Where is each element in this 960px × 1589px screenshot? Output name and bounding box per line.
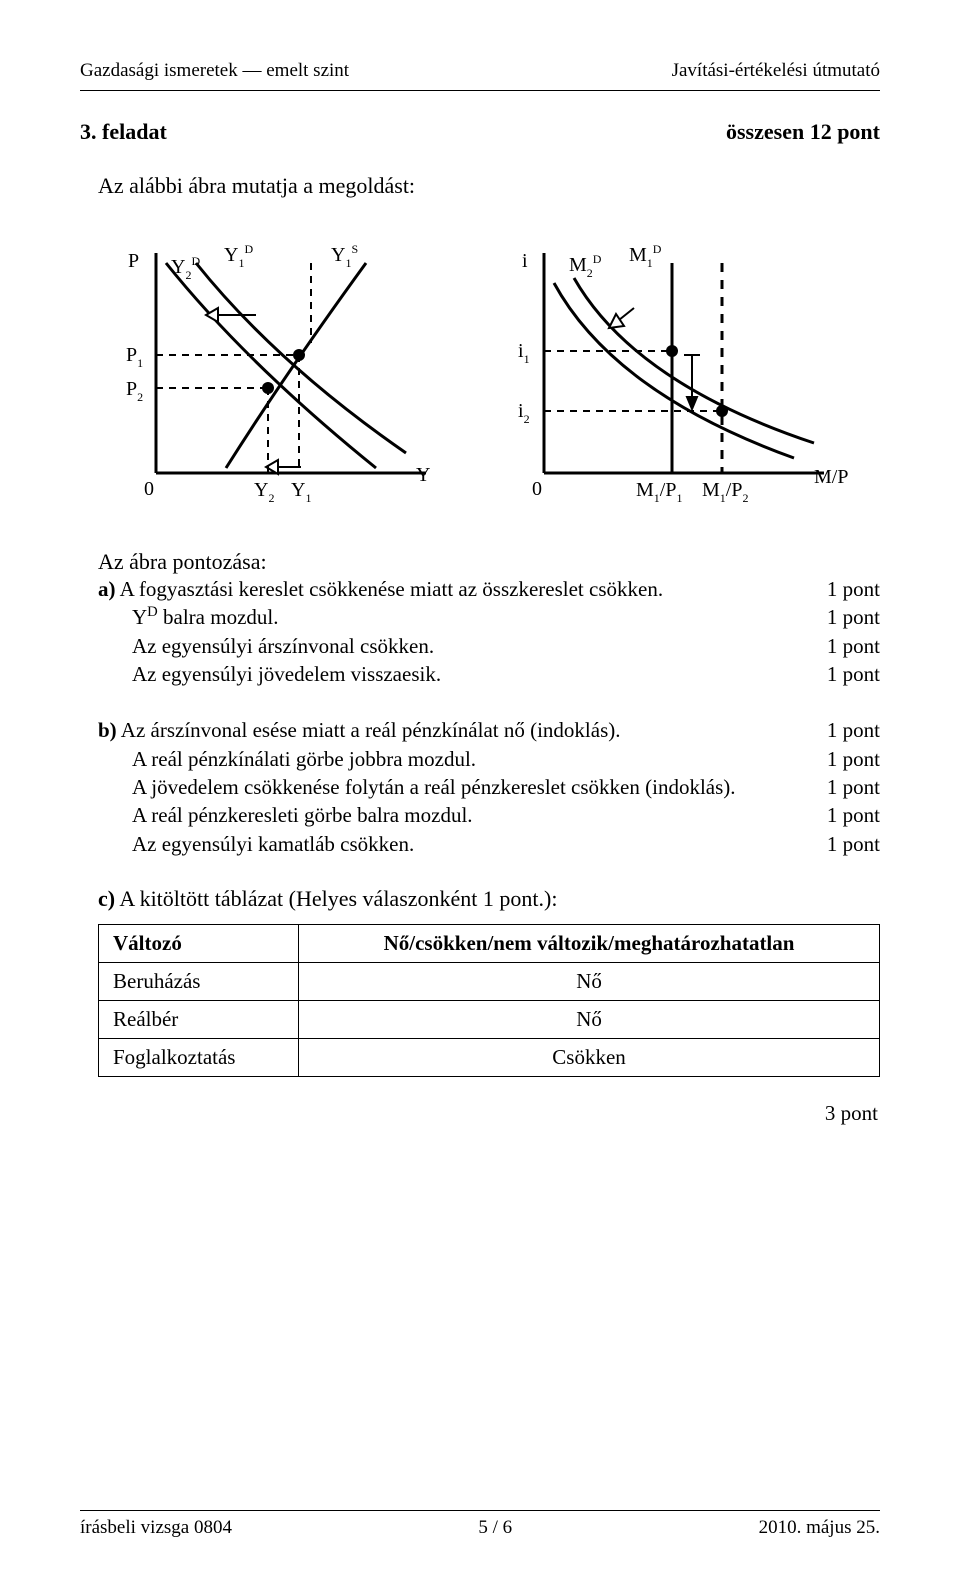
- svg-text:Y1S: Y1S: [331, 242, 358, 270]
- b-pts-1: 1 pont: [827, 745, 880, 773]
- page-footer: írásbeli vizsga 0804 5 / 6 2010. május 2…: [80, 1510, 880, 1539]
- section-c-table: Változó Nő/csökken/nem változik/meghatár…: [98, 924, 880, 1077]
- svg-text:M1/P2: M1/P2: [702, 479, 748, 505]
- section-c-points: 3 pont: [98, 1101, 880, 1126]
- b-row-0: Az árszínvonal esése miatt a reál pénzkí…: [121, 718, 621, 742]
- table-row: Beruházás Nő: [99, 963, 880, 1001]
- header-right: Javítási-értékelési útmutató: [672, 60, 880, 82]
- b-row-3: A reál pénzkeresleti görbe balra mozdul.: [132, 801, 493, 829]
- table-header-cell: Nő/csökken/nem változik/meghatározhatatl…: [299, 925, 880, 963]
- table-row: Foglalkoztatás Csökken: [99, 1039, 880, 1077]
- section-b-row: A reál pénzkeresleti görbe balra mozdul.…: [98, 801, 880, 829]
- table-cell: Nő: [299, 963, 880, 1001]
- section-b-row: A reál pénzkínálati görbe jobbra mozdul.…: [98, 745, 880, 773]
- a-pts-0: 1 pont: [827, 575, 880, 603]
- svg-text:M2D: M2D: [569, 252, 602, 280]
- intro-text: Az alábbi ábra mutatja a megoldást:: [98, 173, 880, 199]
- svg-text:M1D: M1D: [629, 242, 662, 270]
- a-row-1: YD balra mozdul.: [132, 603, 299, 631]
- b-pts-4: 1 pont: [827, 830, 880, 858]
- svg-text:i: i: [522, 250, 528, 272]
- c-intro-text: A kitöltött táblázat (Helyes válaszonkén…: [119, 886, 557, 911]
- b-pts-2: 1 pont: [827, 773, 880, 801]
- b-row-2: A jövedelem csökkenése folytán a reál pé…: [132, 773, 756, 801]
- a-prefix: a): [98, 577, 116, 601]
- page: Gazdasági ismeretek — emelt szint Javítá…: [0, 0, 960, 1589]
- a-row-0: A fogyasztási kereslet csökkenése miatt …: [120, 577, 663, 601]
- table-cell: Reálbér: [99, 1001, 299, 1039]
- a-row-2: Az egyensúlyi árszínvonal csökken.: [132, 632, 454, 660]
- footer-right: 2010. május 25.: [759, 1517, 880, 1539]
- section-a-row: a) A fogyasztási kereslet csökkenése mia…: [98, 575, 880, 603]
- footer-center: 5 / 6: [478, 1517, 512, 1539]
- table-cell: Beruházás: [99, 963, 299, 1001]
- section-b-row: Az egyensúlyi kamatláb csökken. 1 pont: [98, 830, 880, 858]
- svg-text:0: 0: [144, 478, 154, 500]
- c-prefix: c): [98, 886, 115, 911]
- section-b-row: b) Az árszínvonal esése miatt a reál pén…: [98, 716, 880, 744]
- a-pts-2: 1 pont: [827, 632, 880, 660]
- table-cell: Nő: [299, 1001, 880, 1039]
- footer-left: írásbeli vizsga 0804: [80, 1517, 232, 1539]
- b-row-1: A reál pénzkínálati görbe jobbra mozdul.: [132, 745, 496, 773]
- svg-text:P2: P2: [126, 378, 143, 404]
- chart-right: i M2D M1D i1 i2 0 M1/P1 M1/P2 M/P: [494, 223, 854, 513]
- section-a-row: YD balra mozdul. 1 pont: [98, 603, 880, 631]
- header-rule: [80, 90, 880, 91]
- section-a-row: Az egyensúlyi jövedelem visszaesik. 1 po…: [98, 660, 880, 688]
- section-b: b) Az árszínvonal esése miatt a reál pén…: [98, 716, 880, 858]
- table-cell: Foglalkoztatás: [99, 1039, 299, 1077]
- table-header-cell: Változó: [99, 925, 299, 963]
- svg-text:Y2: Y2: [254, 479, 274, 505]
- page-header: Gazdasági ismeretek — emelt szint Javítá…: [80, 60, 880, 82]
- charts-row: P Y2D Y1D Y1S P1 P2 0 Y2 Y1 Y: [80, 223, 880, 513]
- svg-text:Y2D: Y2D: [171, 254, 200, 282]
- svg-text:P: P: [128, 250, 139, 272]
- section-c-intro: c) A kitöltött táblázat (Helyes válaszon…: [98, 886, 880, 912]
- svg-text:Y1: Y1: [291, 479, 311, 505]
- svg-text:Y: Y: [416, 464, 430, 486]
- header-left: Gazdasági ismeretek — emelt szint: [80, 60, 349, 82]
- section-c: c) A kitöltött táblázat (Helyes válaszon…: [98, 886, 880, 1126]
- b-pts-0: 1 pont: [827, 716, 880, 744]
- svg-text:i2: i2: [518, 400, 530, 426]
- chart-left: P Y2D Y1D Y1S P1 P2 0 Y2 Y1 Y: [106, 223, 446, 513]
- a-row-3: Az egyensúlyi jövedelem visszaesik.: [132, 660, 461, 688]
- section-b-row: A jövedelem csökkenése folytán a reál pé…: [98, 773, 880, 801]
- section-a-title: Az ábra pontozása:: [98, 549, 880, 575]
- svg-text:M1/P1: M1/P1: [636, 479, 682, 505]
- svg-text:i1: i1: [518, 340, 530, 366]
- b-pts-3: 1 pont: [827, 801, 880, 829]
- b-prefix: b): [98, 718, 117, 742]
- task-row: 3. feladat összesen 12 pont: [80, 119, 880, 145]
- svg-text:P1: P1: [126, 344, 143, 370]
- section-a-row: Az egyensúlyi árszínvonal csökken. 1 pon…: [98, 632, 880, 660]
- a-pts-1: 1 pont: [827, 603, 880, 631]
- table-row: Reálbér Nő: [99, 1001, 880, 1039]
- task-label: 3. feladat: [80, 119, 167, 145]
- svg-text:M/P: M/P: [814, 466, 848, 488]
- a-pts-3: 1 pont: [827, 660, 880, 688]
- section-a: Az ábra pontozása: a) A fogyasztási kere…: [98, 549, 880, 688]
- table-cell: Csökken: [299, 1039, 880, 1077]
- task-total: összesen 12 pont: [726, 119, 880, 145]
- svg-text:Y1D: Y1D: [224, 242, 253, 270]
- svg-text:0: 0: [532, 478, 542, 500]
- b-row-4: Az egyensúlyi kamatláb csökken.: [132, 830, 434, 858]
- table-header-row: Változó Nő/csökken/nem változik/meghatár…: [99, 925, 880, 963]
